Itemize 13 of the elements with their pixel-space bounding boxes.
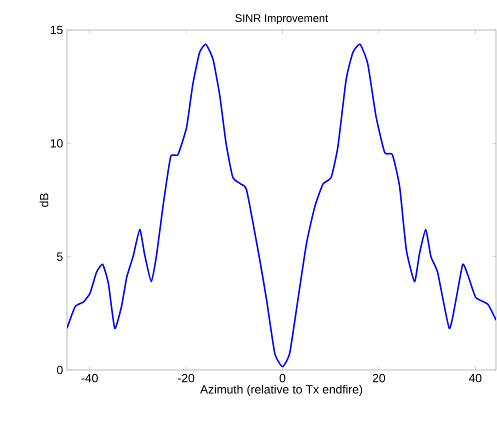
x-tick-label: 40 [468,374,482,382]
x-tick-label: -40 [82,374,98,382]
y-tick-label: 10 [50,139,63,148]
chart-title: SINR Improvement [235,14,328,24]
x-tick-label: 0 [280,374,286,382]
x-axis-title: Azimuth (relative to Tx endfire) [200,384,362,396]
y-tick-label: 0 [56,366,63,374]
line-series [67,43,496,368]
y-tick-label: 15 [50,26,63,34]
x-tick-label: 20 [372,374,386,382]
y-axis-title: dB [40,193,48,207]
x-tick-label: -20 [178,374,194,382]
y-tick-label: 5 [56,252,63,261]
